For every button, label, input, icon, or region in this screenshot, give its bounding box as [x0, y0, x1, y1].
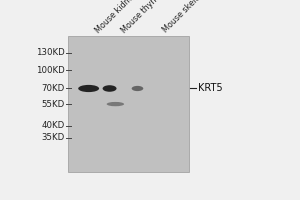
- Ellipse shape: [132, 86, 143, 91]
- Text: 35KD: 35KD: [42, 133, 65, 142]
- Text: Mouse skeletal muscle: Mouse skeletal muscle: [161, 0, 232, 35]
- Text: Mouse thymus: Mouse thymus: [119, 0, 167, 35]
- Bar: [68, 36, 189, 172]
- Ellipse shape: [103, 85, 116, 92]
- Text: 70KD: 70KD: [42, 84, 65, 93]
- Ellipse shape: [107, 102, 124, 106]
- Text: 55KD: 55KD: [42, 100, 65, 109]
- Text: 100KD: 100KD: [36, 66, 65, 75]
- Text: Mouse kidney: Mouse kidney: [94, 0, 140, 35]
- Text: 130KD: 130KD: [36, 48, 65, 57]
- Text: KRT5: KRT5: [198, 83, 223, 93]
- Ellipse shape: [78, 85, 99, 92]
- Text: 40KD: 40KD: [42, 121, 65, 130]
